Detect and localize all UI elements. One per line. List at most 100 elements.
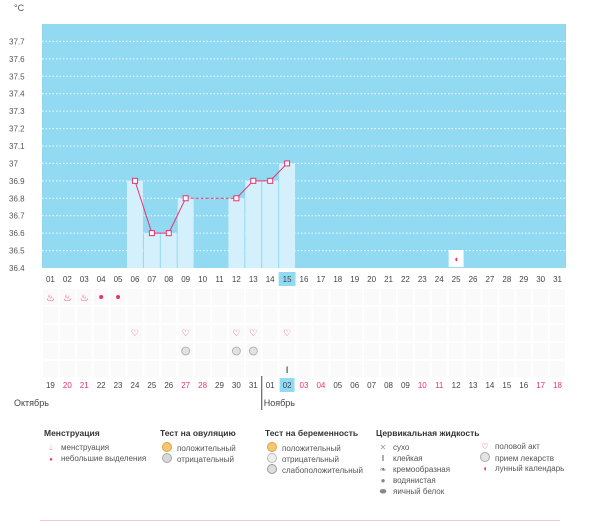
marker-cell [533,307,549,323]
menstruation-icon: ♨ [80,293,89,304]
marker-cell [161,343,177,359]
cycle-day-label: 20 [367,275,376,284]
legend-item: слабоположительный [265,464,363,475]
marker-cell [228,307,244,323]
marker-cell [279,325,295,341]
legend-item: ✕ сухо [376,442,479,453]
legend-label: положительный [282,444,341,453]
marker-cell [431,361,447,377]
sticky-icon: I [286,365,289,375]
ovulation-positive-icon [160,442,174,454]
cycle-day-label: 24 [435,275,444,284]
legend-item: ❧ кремообразная [376,464,479,475]
legend-item: 💧︎ менструация [44,442,146,453]
marker-cell [262,325,278,341]
marker-cell [212,307,227,323]
temperature-bar [127,180,143,268]
marker-cell [110,361,126,377]
marker-cell [296,343,312,359]
marker-cell [364,307,380,323]
marker-cell [533,325,549,341]
marker-cell [161,307,177,323]
date-label: 18 [553,381,562,390]
cycle-day-label: 09 [181,275,190,284]
cycle-day-label: 16 [300,275,309,284]
date-label: 22 [97,381,106,390]
marker-cell [228,289,244,305]
cycle-day-label: 08 [164,275,173,284]
marker-cell [448,361,464,377]
legend-item: ♡ половой акт [478,441,564,452]
marker-cell [127,289,143,305]
date-label: 15 [502,381,511,390]
cycle-day-label: 22 [401,275,410,284]
marker-cell [516,343,532,359]
small-drop-icon: ● [49,457,53,463]
cycle-day-label: 17 [316,275,325,284]
legend-item: ● небольшие выделения [44,453,146,464]
legend-item: ◖ лунный календарь [478,463,565,474]
cycle-day-label: 07 [147,275,156,284]
marker-cell [482,289,498,305]
date-label: 05 [333,381,342,390]
marker-cell [228,361,244,377]
marker-cell [347,289,363,305]
y-tick-label: 36.5 [9,247,25,256]
legend-label: яичный белок [393,487,445,496]
marker-cell [59,289,75,305]
marker-cell [178,361,194,377]
marker-cell [364,325,380,341]
marker-cell [414,361,430,377]
marker-cell [347,325,363,341]
marker-cell [59,325,75,341]
y-tick-label: 36.9 [9,177,25,186]
marker-cell [431,325,447,341]
moon-icon: ◖ [453,254,458,264]
marker-cell [178,289,194,305]
marker-cell [43,343,58,359]
marker-cell [431,343,447,359]
cycle-day-label: 23 [418,275,427,284]
marker-cell [550,361,565,377]
temperature-bar [262,180,279,268]
marker-cell [381,289,396,305]
marker-cell [144,361,160,377]
marker-cell [364,289,380,305]
cycle-day-label: 28 [502,275,511,284]
heart-icon: ♡ [131,328,139,338]
ovulation-negative-icon [160,453,174,465]
marker-cell [110,343,126,359]
date-label: 28 [198,381,207,390]
cycle-day-row [42,272,566,286]
date-label: 02 [283,381,292,390]
date-label: 30 [232,381,241,390]
marker-cell [296,289,312,305]
marker-cell [127,343,143,359]
date-label: 17 [536,381,545,390]
menstruation-icon: ♨ [63,293,72,304]
marker-cell [313,289,329,305]
pill-icon [181,346,191,356]
marker-cell [212,325,227,341]
marker-cell [499,361,515,377]
sticky-icon: I [381,454,385,463]
marker-cell [516,325,532,341]
dry-icon: ✕ [379,443,387,452]
cycle-day-label: 25 [452,275,461,284]
legend-item: прием лекарств [478,452,564,463]
month-label: Октябрь [14,398,49,408]
marker-cell [330,289,346,305]
marker-cell [516,289,532,305]
cycle-day-label: 03 [80,275,89,284]
marker-cell [397,343,413,359]
marker-cell [414,325,430,341]
marker-cell [93,325,109,341]
marker-cell [296,361,312,377]
marker-cell [76,343,92,359]
cycle-day-label: 18 [333,275,342,284]
marker-cell [533,289,549,305]
legend-label: сухо [393,443,410,452]
legend-label: лунный календарь [495,464,565,473]
